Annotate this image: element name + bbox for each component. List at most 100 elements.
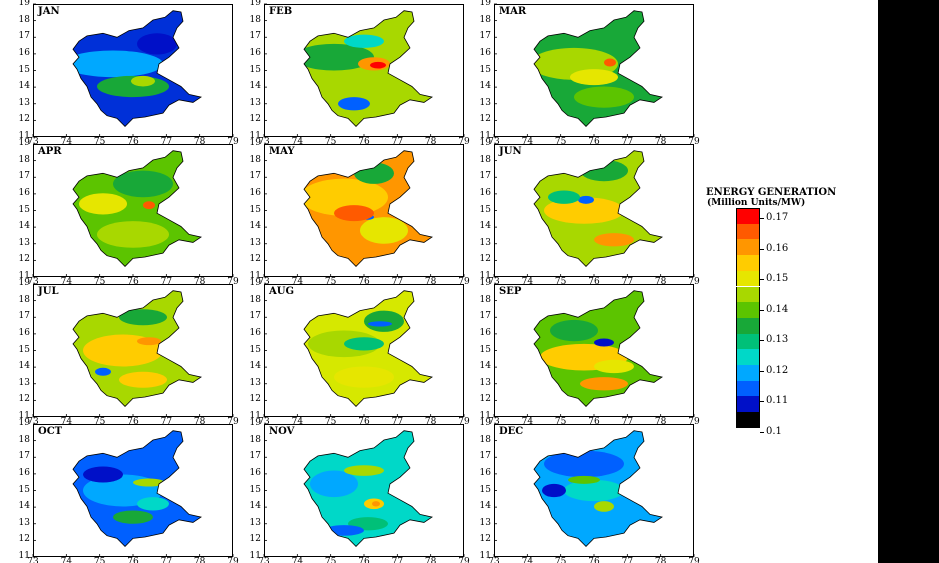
contour-region xyxy=(594,359,634,374)
colorbar-swatch xyxy=(736,349,760,365)
latitude-tick-label: 14 xyxy=(18,81,30,92)
longitude-tick-label: 76 xyxy=(588,557,600,563)
latitude-tick-label: 17 xyxy=(479,311,491,322)
longitude-tick-label: 75 xyxy=(324,417,337,427)
longitude-tick-label: 76 xyxy=(127,557,139,563)
state-boundary xyxy=(72,150,203,267)
longitude-tick-label: 78 xyxy=(424,417,437,427)
longitude-tick-label: 77 xyxy=(391,137,404,147)
longitude-tick-label: 75 xyxy=(554,137,567,147)
contour-region xyxy=(97,221,169,248)
latitude-tick-label: 12 xyxy=(479,254,491,265)
latitude-tick-label: 13 xyxy=(249,377,261,388)
state-boundary xyxy=(303,10,434,127)
longitude-tick-label: 73 xyxy=(27,137,39,147)
longitude-tick-label: 79 xyxy=(688,557,700,563)
latitude-tick-label: 19 xyxy=(18,418,30,428)
latitude-tick-label: 14 xyxy=(249,81,261,92)
longitude-tick-label: 77 xyxy=(621,417,634,427)
longitude-tick-label: 76 xyxy=(358,137,370,147)
colorbar-swatch xyxy=(736,302,760,318)
map-plot-aug xyxy=(263,283,465,418)
latitude-tick-label: 19 xyxy=(249,418,261,428)
contour-region xyxy=(594,233,634,247)
map-panel-mar: MAR xyxy=(493,3,695,138)
longitude-tick-label: 76 xyxy=(127,277,139,287)
map-panel-feb: FEB xyxy=(263,3,465,138)
latitude-tick-label: 14 xyxy=(18,361,30,372)
longitude-tick-label: 76 xyxy=(588,417,600,427)
latitude-tick-label: 19 xyxy=(18,0,30,8)
latitude-tick-label: 19 xyxy=(249,0,261,8)
latitude-tick-label: 11 xyxy=(249,131,261,141)
latitude-tick-label: 14 xyxy=(479,221,491,232)
panel-title: NOV xyxy=(269,426,295,437)
latitude-tick-label: 11 xyxy=(249,271,261,281)
latitude-tick-label: 15 xyxy=(18,484,30,495)
latitude-tick-label: 17 xyxy=(479,451,491,462)
latitude-tick-label: 13 xyxy=(479,517,491,528)
contour-region xyxy=(304,43,374,71)
longitude-tick-label: 78 xyxy=(193,417,206,427)
colorbar-tick xyxy=(760,248,764,250)
latitude-tick-label: 17 xyxy=(249,31,261,42)
contour-region xyxy=(79,193,127,215)
latitude-tick-label: 16 xyxy=(249,327,261,338)
contour-region xyxy=(580,377,628,391)
latitude-tick-label: 16 xyxy=(479,47,491,58)
map-fill xyxy=(304,430,432,547)
longitude-tick-label: 78 xyxy=(424,557,437,563)
longitude-tick-label: 77 xyxy=(391,417,404,427)
latitude-tick-label: 12 xyxy=(18,114,30,125)
longitude-tick-label: 79 xyxy=(227,417,239,427)
longitude-tick-label: 76 xyxy=(588,277,600,287)
colorbar-label: 0.16 xyxy=(766,242,789,254)
colorbar-tick xyxy=(760,370,764,372)
longitude-tick-label: 76 xyxy=(127,417,139,427)
longitude-tick-label: 76 xyxy=(127,137,139,147)
colorbar-tick xyxy=(760,309,764,311)
latitude-tick-label: 13 xyxy=(18,517,30,528)
contour-region xyxy=(137,497,169,511)
map-plot-dec xyxy=(493,423,695,558)
latitude-tick-label: 13 xyxy=(18,377,30,388)
latitude-tick-label: 16 xyxy=(479,327,491,338)
longitude-tick-label: 78 xyxy=(654,277,667,287)
longitude-tick-label: 73 xyxy=(27,417,39,427)
latitude-tick-label: 16 xyxy=(18,187,30,198)
map-panels-area: JAN 11 12 13 14 15 16 17 18 19 73 74 75 76 77 78 79 FEB 11… xyxy=(0,0,878,563)
panel-title: MAR xyxy=(499,6,527,17)
map-panel-sep: SEP xyxy=(493,283,695,418)
map-panel-aug: AUG xyxy=(263,283,465,418)
longitude-tick-label: 76 xyxy=(588,137,600,147)
colorbar-swatch xyxy=(736,380,760,397)
contour-region xyxy=(354,162,394,184)
contour-region xyxy=(310,470,358,498)
latitude-tick-label: 13 xyxy=(479,237,491,248)
contour-region xyxy=(594,338,614,347)
longitude-tick-label: 79 xyxy=(688,417,700,427)
latitude-tick-label: 17 xyxy=(479,31,491,42)
longitude-tick-label: 73 xyxy=(488,417,500,427)
longitude-tick-label: 75 xyxy=(554,557,567,563)
latitude-tick-label: 16 xyxy=(479,467,491,478)
latitude-tick-label: 12 xyxy=(479,534,491,545)
longitude-tick-label: 74 xyxy=(60,137,73,147)
latitude-tick-label: 11 xyxy=(18,551,30,561)
latitude-tick-label: 15 xyxy=(249,204,261,215)
colorbar-label: 0.17 xyxy=(766,212,789,223)
colorbar-tick xyxy=(760,279,764,280)
latitude-tick-label: 17 xyxy=(249,171,261,182)
longitude-tick-label: 73 xyxy=(258,557,270,563)
longitude-tick-label: 73 xyxy=(488,277,500,287)
longitude-tick-label: 79 xyxy=(458,137,470,147)
panel-title: AUG xyxy=(269,286,295,297)
longitude-tick-label: 79 xyxy=(458,557,470,563)
contour-region xyxy=(604,58,616,67)
state-boundary xyxy=(303,150,434,267)
state-boundary xyxy=(72,10,203,127)
latitude-tick-label: 19 xyxy=(479,278,491,288)
latitude-tick-label: 14 xyxy=(479,361,491,372)
state-boundary xyxy=(533,290,664,407)
map-plot-jun xyxy=(493,143,695,278)
